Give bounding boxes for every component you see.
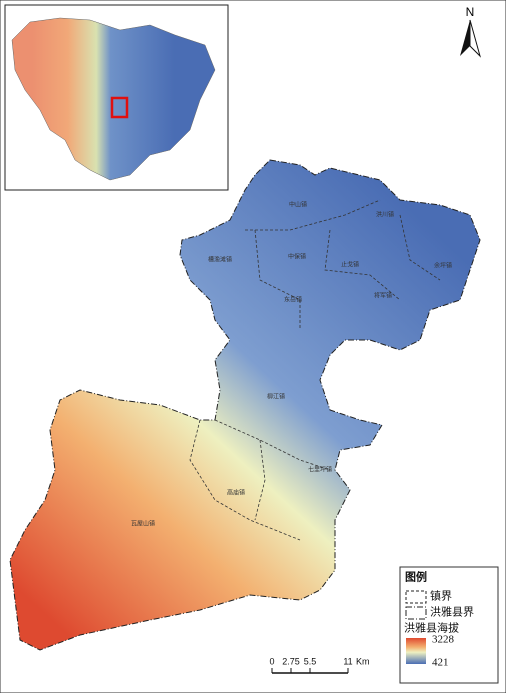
ramp-title: 洪雅县海拔 <box>404 621 459 635</box>
location-box <box>110 96 129 119</box>
town-labels: 中山镇 洪川镇 槽渔滩镇 中保镇 止戈镇 余坪镇 东岳镇 将军镇 柳江镇 七里坪… <box>131 201 452 528</box>
town-label: 中山镇 <box>289 201 307 209</box>
town-boundary <box>324 229 401 301</box>
elevation-ramp <box>406 638 426 664</box>
town-boundary <box>399 214 441 281</box>
town-boundary <box>214 419 331 471</box>
town-label: 洪川镇 <box>376 211 394 219</box>
town-label: 东岳镇 <box>284 296 302 304</box>
town-label: 槽渔滩镇 <box>208 256 232 264</box>
north-label: N <box>466 5 475 19</box>
scale-bar: 0 2.75 5.5 11 Km <box>269 656 370 674</box>
ramp-min-label: 421 <box>432 657 449 669</box>
scale-unit: Km <box>356 656 370 666</box>
town-label: 柳江镇 <box>267 393 285 401</box>
town-boundary <box>254 439 266 521</box>
scale-label: 5.5 <box>304 656 317 666</box>
county-area <box>9 159 481 651</box>
legend-label: 洪雅县界 <box>430 605 474 619</box>
north-arrow: N <box>460 5 481 58</box>
legend-title: 图例 <box>405 570 427 584</box>
town-label: 七里坪镇 <box>308 466 332 474</box>
town-boundary <box>245 199 381 231</box>
scale-label: 2.75 <box>282 656 300 666</box>
town-boundary <box>189 419 301 541</box>
arrow-right <box>469 19 481 58</box>
town-label: 余坪镇 <box>434 262 452 270</box>
legend-swatch <box>405 606 427 620</box>
legend-swatch <box>405 590 427 604</box>
arrow-left <box>460 20 470 56</box>
town-label: 止戈镇 <box>341 261 359 269</box>
town-label: 中保镇 <box>288 253 306 261</box>
legend-label: 镇界 <box>430 589 452 603</box>
inset-map <box>4 4 229 191</box>
town-label: 将军镇 <box>374 292 392 300</box>
town-boundary <box>254 229 301 330</box>
legend: 图例 镇界 洪雅县界 洪雅县海拔 3228 421 <box>399 566 499 684</box>
scale-label: 11 <box>343 656 352 666</box>
town-label: 高庙镇 <box>227 489 245 497</box>
scale-label: 0 <box>269 656 274 666</box>
town-label: 瓦屋山镇 <box>131 520 155 528</box>
ramp-max-label: 3228 <box>432 634 455 646</box>
town-boundaries <box>189 199 441 541</box>
